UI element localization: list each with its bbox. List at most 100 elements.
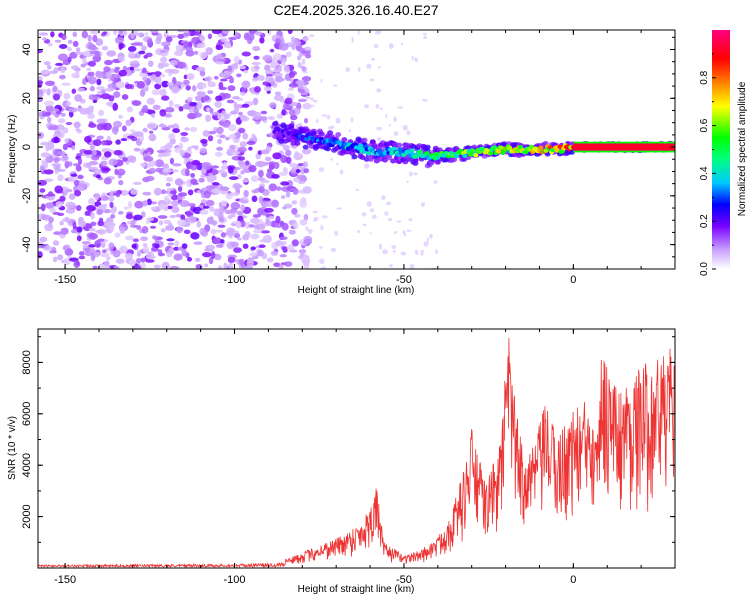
heatmap-noise-blob bbox=[134, 264, 142, 269]
heatmap-noise-blob bbox=[71, 229, 77, 234]
heatmap-noise-blob bbox=[89, 248, 96, 254]
heatmap-noise-blob bbox=[215, 244, 224, 248]
heatmap-noise-blob bbox=[142, 200, 148, 207]
heatmap-noise-blob bbox=[113, 265, 120, 269]
heatmap-noise-blob bbox=[125, 83, 133, 90]
heatmap-noise-blob bbox=[96, 123, 105, 131]
heatmap-noise-blob bbox=[39, 165, 45, 173]
heatmap-noise-blob bbox=[213, 253, 222, 261]
heatmap-noise-blob bbox=[165, 106, 175, 113]
heatmap-noise-blob bbox=[217, 138, 223, 144]
heatmap-noise-blob bbox=[48, 191, 53, 195]
heatmap-noise-blob bbox=[59, 220, 64, 226]
heatmap-noise-blob bbox=[284, 97, 293, 105]
heatmap-noise-blob bbox=[280, 181, 290, 186]
heatmap-noise-blob bbox=[50, 31, 55, 38]
heatmap-noise-blob bbox=[141, 226, 149, 234]
heatmap-noise-blob bbox=[259, 37, 265, 44]
heatmap-noise-blob bbox=[291, 43, 296, 51]
heatmap-noise-blob bbox=[105, 87, 115, 92]
heatmap-noise-blob bbox=[256, 74, 265, 81]
heatmap-noise-blob bbox=[108, 195, 115, 202]
heatmap-noise-blob bbox=[90, 211, 95, 220]
heatmap-noise-blob bbox=[189, 102, 197, 107]
spectrogram-heatmap bbox=[38, 30, 675, 269]
heatmap-noise-blob bbox=[52, 148, 61, 157]
heatmap-noise-blob bbox=[190, 178, 198, 185]
spectrogram-ytick-label: -20 bbox=[21, 188, 33, 204]
heatmap-noise-blob bbox=[61, 82, 71, 86]
heatmap-noise-blob bbox=[259, 239, 267, 243]
heatmap-noise-blob bbox=[210, 228, 217, 235]
heatmap-noise-blob bbox=[250, 218, 256, 224]
heatmap-noise-blob bbox=[284, 261, 293, 267]
heatmap-noise-blob bbox=[106, 256, 111, 261]
heatmap-noise-blob bbox=[242, 132, 249, 140]
heatmap-noise-blob bbox=[193, 241, 203, 245]
heatmap-noise-blob bbox=[56, 124, 65, 131]
heatmap-noise-blob bbox=[291, 207, 298, 215]
heatmap-noise-blob bbox=[218, 207, 226, 214]
heatmap-noise-blob bbox=[169, 265, 180, 269]
heatmap-noise-blob bbox=[60, 66, 66, 74]
heatmap-noise-blob bbox=[72, 40, 79, 48]
heatmap-noise-blob bbox=[299, 249, 304, 258]
heatmap-noise-blob bbox=[226, 227, 235, 234]
heatmap-noise-blob bbox=[162, 172, 169, 176]
heatmap-noise-blob bbox=[303, 238, 313, 245]
heatmap-noise-blob bbox=[237, 146, 247, 153]
heatmap-noise-blob bbox=[422, 32, 427, 36]
heatmap-noise-blob bbox=[142, 104, 149, 113]
heatmap-noise-blob bbox=[118, 69, 127, 77]
heatmap-noise-blob bbox=[219, 239, 225, 244]
heatmap-noise-blob bbox=[48, 42, 53, 47]
heatmap-noise-blob bbox=[82, 77, 87, 86]
heatmap-noise-blob bbox=[114, 68, 120, 74]
heatmap-noise-blob bbox=[45, 144, 50, 152]
heatmap-noise-blob bbox=[169, 214, 176, 219]
heatmap-noise-blob bbox=[172, 163, 182, 167]
heatmap-noise-blob bbox=[94, 192, 100, 201]
heatmap-noise-blob bbox=[114, 168, 119, 175]
heatmap-noise-blob bbox=[279, 236, 288, 241]
heatmap-noise-blob bbox=[293, 222, 299, 229]
heatmap-signal-cell bbox=[507, 145, 513, 151]
heatmap-noise-blob bbox=[80, 63, 86, 68]
heatmap-noise-blob bbox=[42, 70, 50, 74]
heatmap-noise-blob bbox=[194, 50, 199, 55]
heatmap-noise-blob bbox=[57, 174, 64, 182]
heatmap-noise-blob bbox=[336, 207, 342, 210]
heatmap-noise-blob bbox=[258, 169, 264, 178]
heatmap-noise-blob bbox=[45, 80, 55, 87]
heatmap-noise-blob bbox=[78, 251, 85, 256]
heatmap-noise-blob bbox=[244, 221, 251, 229]
heatmap-noise-blob bbox=[55, 201, 63, 208]
heatmap-noise-blob bbox=[83, 149, 94, 155]
heatmap-signal-cell bbox=[528, 144, 534, 149]
heatmap-noise-blob bbox=[260, 149, 270, 155]
heatmap-noise-blob bbox=[97, 228, 107, 235]
heatmap-noise-blob bbox=[134, 30, 139, 34]
heatmap-noise-blob bbox=[168, 222, 173, 230]
heatmap-signal-halo bbox=[451, 157, 458, 163]
heatmap-noise-blob bbox=[216, 53, 223, 60]
heatmap-noise-blob bbox=[101, 140, 107, 146]
heatmap-noise-blob bbox=[219, 186, 230, 191]
heatmap-noise-blob bbox=[175, 44, 184, 53]
heatmap-noise-blob bbox=[155, 48, 164, 56]
heatmap-noise-blob bbox=[114, 232, 121, 238]
heatmap-noise-blob bbox=[39, 188, 46, 193]
heatmap-noise-blob bbox=[233, 107, 240, 113]
heatmap-noise-blob bbox=[302, 71, 309, 74]
heatmap-noise-blob bbox=[88, 227, 96, 232]
heatmap-signal-cell bbox=[366, 151, 372, 156]
heatmap-noise-blob bbox=[269, 102, 277, 109]
heatmap-noise-blob bbox=[102, 203, 108, 208]
heatmap-signal-cell bbox=[343, 142, 349, 147]
heatmap-noise-blob bbox=[82, 244, 89, 248]
heatmap-noise-blob bbox=[133, 214, 143, 221]
heatmap-noise-blob bbox=[125, 119, 132, 127]
heatmap-noise-blob bbox=[225, 136, 230, 141]
heatmap-noise-blob bbox=[371, 214, 377, 219]
